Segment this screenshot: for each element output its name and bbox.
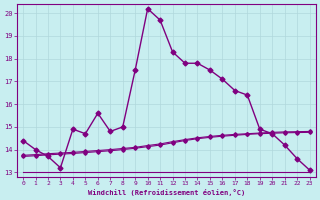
X-axis label: Windchill (Refroidissement éolien,°C): Windchill (Refroidissement éolien,°C) (88, 189, 245, 196)
